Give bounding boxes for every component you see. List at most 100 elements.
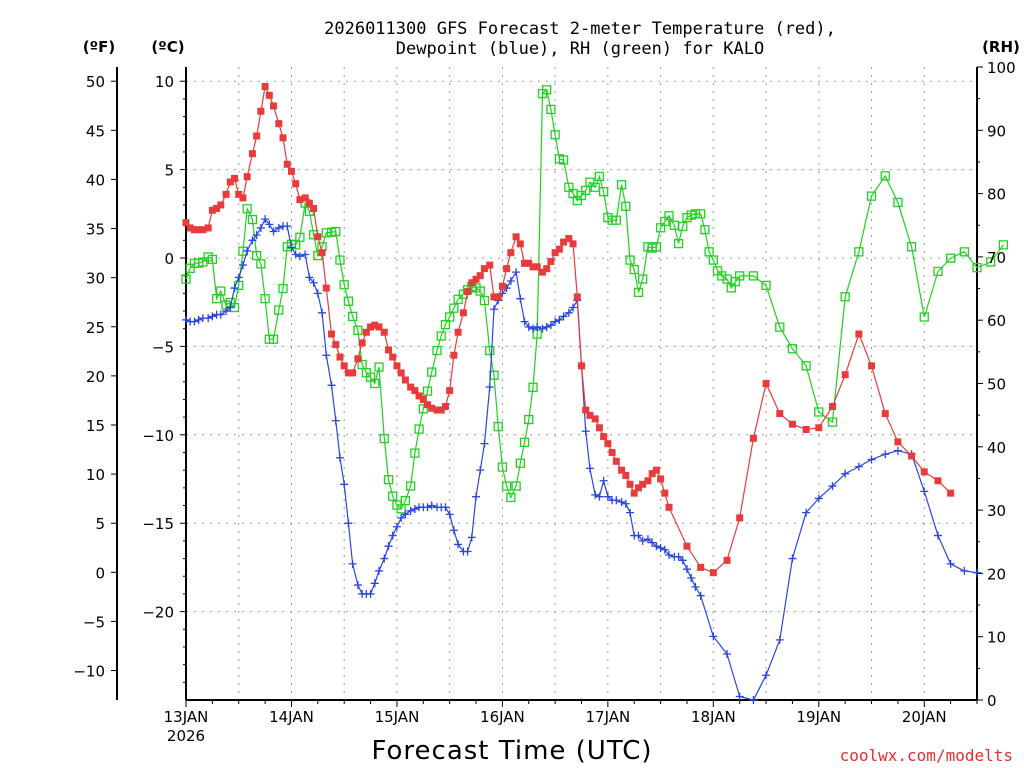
data-point [829, 403, 837, 411]
fahrenheit-tick-label: 20 [86, 368, 105, 386]
data-point [371, 321, 379, 329]
data-point [204, 224, 212, 232]
data-point [265, 220, 274, 229]
data-point [503, 265, 511, 273]
data-point [761, 280, 771, 291]
data-point [506, 492, 516, 503]
data-point [265, 91, 273, 99]
data-point [340, 362, 348, 370]
data-point [906, 242, 917, 252]
data-point [547, 258, 555, 266]
fahrenheit-unit-label: (ºF) [83, 38, 115, 56]
data-point [683, 542, 691, 550]
data-point [616, 180, 627, 190]
rh-tick-label: 80 [987, 186, 1006, 204]
data-point [762, 380, 770, 388]
data-point [497, 462, 508, 472]
data-point [881, 410, 889, 418]
data-point [947, 489, 955, 497]
data-point [475, 286, 485, 296]
data-point [585, 464, 594, 473]
data-point [274, 223, 283, 232]
rh-tick-label: 0 [987, 692, 997, 710]
celsius-tick-label: 0 [164, 250, 174, 268]
data-point [353, 581, 362, 590]
data-point [268, 334, 279, 344]
data-point [362, 328, 370, 336]
data-point [287, 243, 296, 252]
credit-text: coolwx.com/modelts [840, 746, 1013, 765]
data-point [453, 294, 463, 304]
data-point [486, 261, 494, 269]
data-point [538, 268, 546, 276]
fahrenheit-tick-label: 15 [86, 417, 105, 435]
data-point [840, 292, 850, 302]
data-point [340, 480, 349, 489]
data-point [242, 204, 252, 214]
data-point [332, 341, 340, 349]
data-point [661, 489, 669, 497]
data-point [410, 448, 420, 458]
data-point [270, 102, 278, 110]
data-point [788, 554, 797, 563]
data-point [479, 295, 490, 306]
data-point [622, 471, 630, 479]
data-point [920, 487, 929, 496]
data-point [322, 351, 331, 360]
data-point [485, 345, 495, 356]
data-point [269, 227, 278, 236]
rh-tick-label: 20 [987, 565, 1006, 583]
data-point [344, 519, 353, 528]
data-point [841, 469, 850, 478]
series-rh [181, 85, 1009, 514]
data-point [243, 246, 252, 255]
data-point [555, 315, 564, 324]
fahrenheit-tick-label: 50 [86, 73, 105, 91]
data-point [445, 312, 455, 322]
data-point [524, 322, 533, 331]
data-point [393, 362, 401, 370]
data-point [520, 317, 529, 326]
data-point [723, 650, 732, 659]
data-point [546, 104, 556, 115]
data-point [432, 345, 442, 356]
data-point [204, 314, 213, 323]
data-point [644, 477, 652, 485]
x-tick-label: 20JAN [902, 708, 947, 726]
data-series [181, 83, 1009, 704]
data-point [578, 362, 585, 370]
data-point [880, 171, 890, 181]
data-point [603, 492, 612, 501]
data-point [231, 174, 239, 182]
data-point [226, 178, 234, 186]
data-point [648, 538, 657, 547]
data-point [226, 303, 235, 312]
data-point [397, 369, 405, 377]
data-point [893, 197, 903, 208]
data-point [617, 497, 626, 506]
data-point [295, 252, 304, 261]
data-point [998, 240, 1009, 250]
data-point [775, 635, 784, 644]
data-point [608, 448, 616, 456]
data-point [347, 311, 358, 322]
data-point [279, 134, 287, 142]
celsius-tick-label: 10 [155, 73, 174, 91]
data-point [881, 450, 890, 459]
data-point [436, 331, 446, 341]
data-point [630, 489, 638, 497]
data-point [472, 492, 481, 501]
data-point [920, 468, 928, 476]
x-tick-label: 14JAN [269, 708, 314, 726]
data-point [512, 268, 521, 277]
data-point [814, 407, 824, 417]
data-point [525, 259, 533, 267]
data-point [682, 565, 691, 574]
data-point [652, 542, 661, 551]
data-point [665, 503, 673, 511]
data-point [639, 480, 647, 488]
data-point [762, 671, 771, 680]
fahrenheit-tick-label: −5 [83, 613, 105, 631]
data-point [551, 249, 559, 257]
data-point [867, 455, 876, 464]
